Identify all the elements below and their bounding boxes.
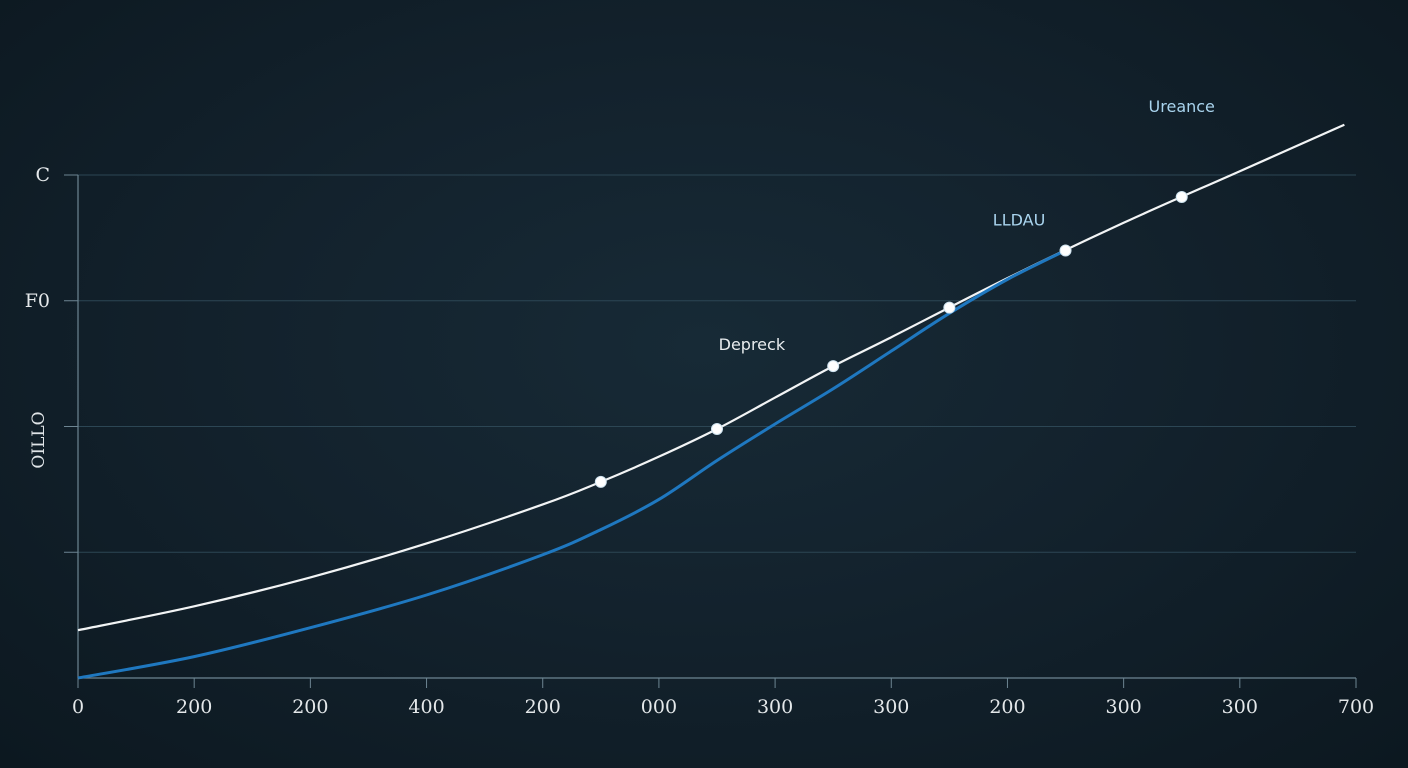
x-tick-label: 200 bbox=[989, 696, 1025, 718]
x-tick-label: 300 bbox=[1106, 696, 1142, 718]
x-tick-label: 200 bbox=[176, 696, 212, 718]
x-tick-label: 000 bbox=[641, 696, 677, 718]
x-tick-label: 300 bbox=[873, 696, 909, 718]
y-tick-label: C bbox=[35, 164, 50, 186]
grid-layer bbox=[78, 174, 1356, 553]
x-tick-label: 400 bbox=[408, 696, 444, 718]
x-tick-label: 0 bbox=[72, 696, 84, 718]
data-point-marker bbox=[943, 301, 956, 314]
x-tick-label: 300 bbox=[1222, 696, 1258, 718]
series-line-white bbox=[77, 123, 1345, 632]
data-point-marker bbox=[594, 475, 607, 488]
x-tick-label: 300 bbox=[757, 696, 793, 718]
data-point-marker bbox=[1059, 244, 1072, 257]
annotation-label: LLDAU bbox=[993, 210, 1046, 229]
marker-layer bbox=[594, 191, 1188, 488]
x-tick-label: 700 bbox=[1338, 696, 1374, 718]
series-line-blue bbox=[77, 249, 1067, 680]
data-point-marker bbox=[711, 423, 723, 436]
annotation-label: Depreck bbox=[719, 335, 786, 354]
annotation-layer: Depreck LLDAU Ureance bbox=[719, 97, 1215, 354]
annotation-label: Ureance bbox=[1149, 97, 1215, 116]
y-axis-label: OILLO bbox=[29, 411, 49, 468]
data-point-marker bbox=[1175, 191, 1188, 204]
data-point-marker bbox=[827, 360, 840, 373]
x-tick-label: 200 bbox=[525, 696, 561, 718]
x-tick-label: 200 bbox=[292, 696, 328, 718]
series-layer bbox=[77, 123, 1345, 680]
y-tick-label: F0 bbox=[25, 290, 50, 312]
tick-layer: F0 C 0 200 200 400 200 000 300 300 200 300 300 700 bbox=[25, 164, 1374, 718]
